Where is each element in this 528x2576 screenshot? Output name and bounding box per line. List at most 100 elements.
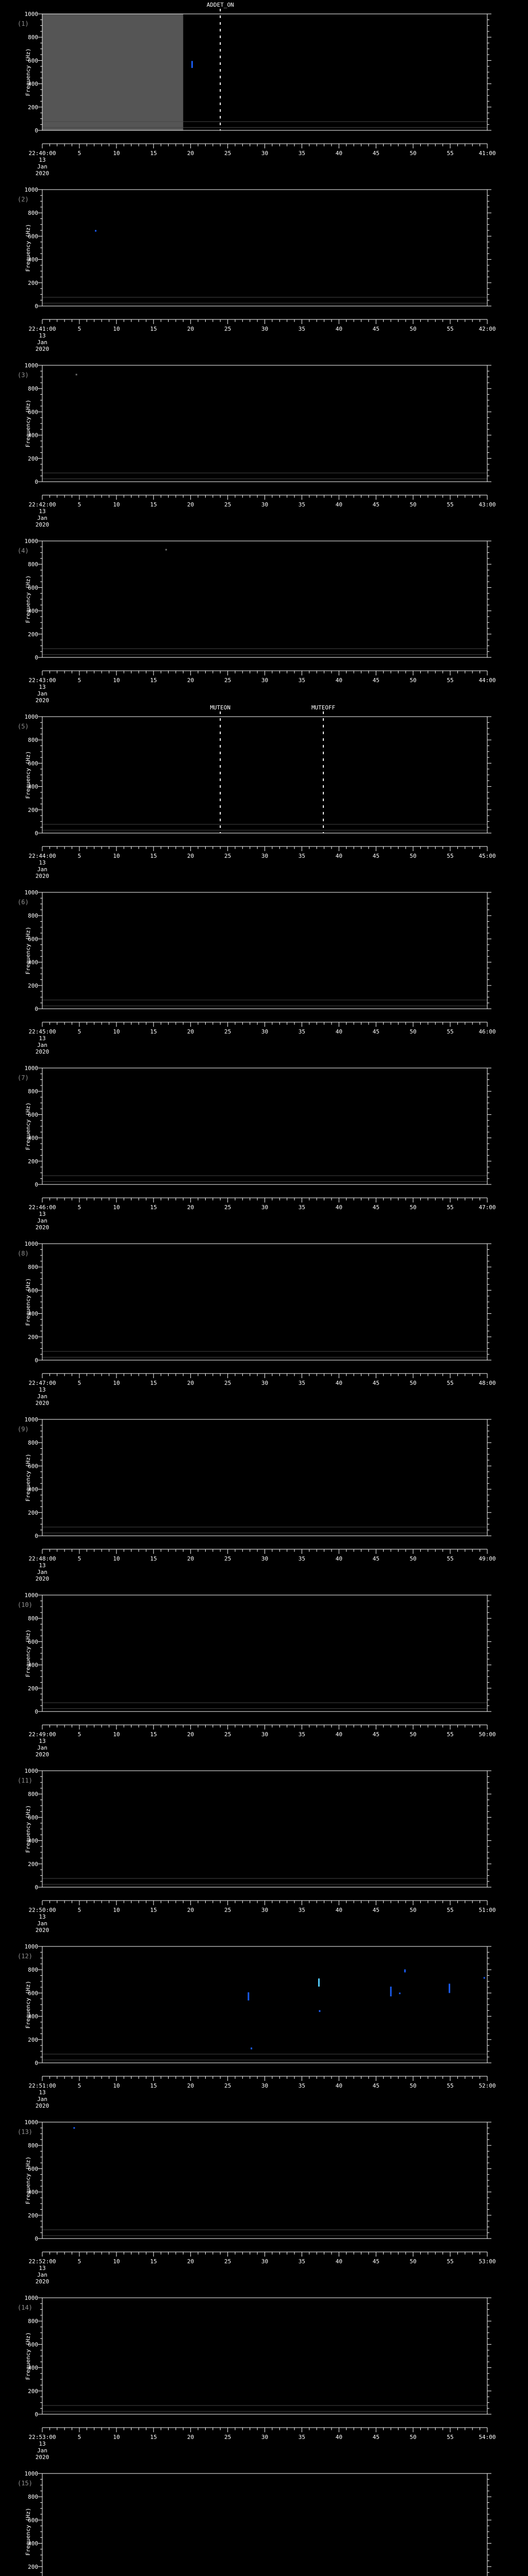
x-tick-label: 50: [410, 1204, 417, 1211]
annotation-label: MUTEON: [210, 704, 230, 711]
x-start-time-label: 22:49:00: [29, 1731, 56, 1738]
spectrogram-panel-9: 0 200 400 600 800 1000 (9) Frequency (Hz) 22:48:…: [18, 1416, 496, 1581]
event-marker: [483, 1977, 485, 1979]
x-tick-label: 40: [336, 2082, 342, 2089]
x-tick-label: 25: [224, 1555, 231, 1562]
date-line: Jan: [37, 1042, 47, 1048]
event-marker: [191, 61, 193, 68]
x-tick-label: 20: [187, 326, 194, 332]
y-tick-label: 800: [28, 912, 38, 919]
x-tick-label: 5: [78, 2258, 81, 2265]
x-tick-label: 40: [336, 1380, 342, 1386]
y-axis-title: Frequency (Hz): [25, 751, 31, 799]
x-tick-label: 20: [187, 1731, 194, 1738]
panel-group: 0 200 400 600 800 1000 (5) Frequency (Hz) 22:44:…: [18, 704, 496, 878]
y-axis-title: Frequency (Hz): [25, 1103, 31, 1150]
y-tick-label: 200: [28, 280, 38, 286]
panel-group: 0 200 400 600 800 1000 (9) Frequency (Hz) 22:48:…: [18, 1416, 496, 1581]
x-tick-label: 40: [336, 1555, 342, 1562]
x-tick-label: 40: [336, 677, 342, 684]
x-tick-label: 40: [336, 1204, 342, 1211]
x-tick-label: 15: [150, 1380, 157, 1386]
x-tick-label: 35: [299, 150, 305, 157]
y-tick-label: 200: [28, 807, 38, 814]
y-tick-label: 600: [28, 2517, 38, 2523]
x-tick-label: 20: [187, 2258, 194, 2265]
x-end-time-label: 45:00: [478, 853, 496, 859]
spectrogram-panel-3: 0 200 400 600 800 1000 (3) Frequency (Hz) 22:42:…: [18, 362, 496, 527]
plot-border: [42, 2297, 488, 2415]
x-tick-label: 50: [410, 1731, 417, 1738]
date-line: 2020: [36, 2103, 50, 2108]
x-tick-label: 10: [113, 326, 120, 332]
date-line: Jan: [37, 1569, 47, 1575]
y-tick-label: 600: [28, 584, 38, 591]
x-tick-label: 50: [410, 1555, 417, 1562]
y-tick-label: 400: [28, 81, 38, 88]
x-tick-label: 55: [447, 1204, 453, 1211]
panel-group: 0 200 400 600 800 1000 (7) Frequency (Hz) 22:46:…: [18, 1065, 496, 1230]
y-tick-label: 1000: [25, 2295, 39, 2301]
x-tick-label: 10: [113, 2258, 120, 2265]
y-tick-label: 0: [35, 1006, 38, 1012]
x-tick-label: 25: [224, 677, 231, 684]
x-tick-label: 5: [78, 501, 81, 508]
x-tick-label: 15: [150, 2082, 157, 2089]
panel-group: 0 200 400 600 800 1000 (2) Frequency (Hz) 22:41:…: [18, 187, 496, 351]
x-tick-label: 50: [410, 1028, 417, 1035]
event-marker: [404, 1969, 406, 1973]
x-tick-label: 25: [224, 1028, 231, 1035]
y-axis-title: Frequency (Hz): [25, 224, 31, 272]
x-end-time-label: 48:00: [478, 1380, 496, 1386]
x-start-time-label: 22:50:00: [29, 1907, 56, 1913]
event-marker: [319, 2010, 321, 2012]
y-tick-label: 200: [28, 1334, 38, 1341]
y-tick-label: 200: [28, 1158, 38, 1165]
x-tick-label: 5: [78, 2434, 81, 2441]
date-line: 2020: [36, 1048, 50, 1054]
y-tick-label: 1000: [25, 714, 39, 720]
y-tick-label: 600: [28, 1814, 38, 1821]
x-tick-label: 40: [336, 1907, 342, 1913]
plot-border: [42, 1419, 488, 1536]
spectrogram-panel-7: 0 200 400 600 800 1000 (7) Frequency (Hz) 22:46:…: [18, 1065, 496, 1230]
panel-index-label: (1): [18, 20, 29, 27]
y-tick-label: 400: [28, 959, 38, 966]
x-tick-label: 10: [113, 1380, 120, 1386]
x-start-time-label: 22:45:00: [29, 1028, 56, 1035]
x-tick-label: 5: [78, 1731, 81, 1738]
x-end-time-label: 49:00: [478, 1555, 496, 1562]
x-tick-label: 15: [150, 1731, 157, 1738]
date-line: Jan: [37, 2272, 47, 2278]
y-tick-label: 200: [28, 982, 38, 989]
date-line: Jan: [37, 690, 47, 697]
y-tick-label: 800: [28, 1615, 38, 1622]
y-tick-label: 600: [28, 1990, 38, 1996]
date-line: 2020: [36, 170, 50, 176]
x-tick-label: 20: [187, 501, 194, 508]
y-tick-label: 400: [28, 1486, 38, 1493]
date-line: 2020: [36, 2278, 50, 2284]
y-tick-label: 400: [28, 2540, 38, 2547]
x-tick-label: 35: [299, 2258, 305, 2265]
x-start-time-label: 22:51:00: [29, 2082, 56, 2089]
panel-index-label: (15): [18, 2480, 32, 2487]
plot-border: [42, 2473, 488, 2576]
x-tick-label: 55: [447, 1731, 453, 1738]
panel-index-label: (3): [18, 371, 29, 379]
y-tick-label: 600: [28, 2341, 38, 2348]
y-tick-label: 0: [35, 2235, 38, 2242]
x-tick-label: 55: [447, 501, 453, 508]
x-end-time-label: 44:00: [478, 677, 496, 684]
x-tick-label: 25: [224, 150, 231, 157]
y-tick-label: 200: [28, 1861, 38, 1868]
x-tick-label: 30: [261, 1555, 268, 1562]
y-tick-label: 1000: [25, 2119, 39, 2126]
x-tick-label: 15: [150, 1028, 157, 1035]
x-tick-label: 45: [373, 677, 380, 684]
y-axis-title: Frequency (Hz): [25, 575, 31, 623]
y-tick-label: 1000: [25, 187, 39, 193]
event-marker: [95, 230, 97, 232]
y-tick-label: 400: [28, 432, 38, 439]
y-tick-label: 800: [28, 385, 38, 392]
